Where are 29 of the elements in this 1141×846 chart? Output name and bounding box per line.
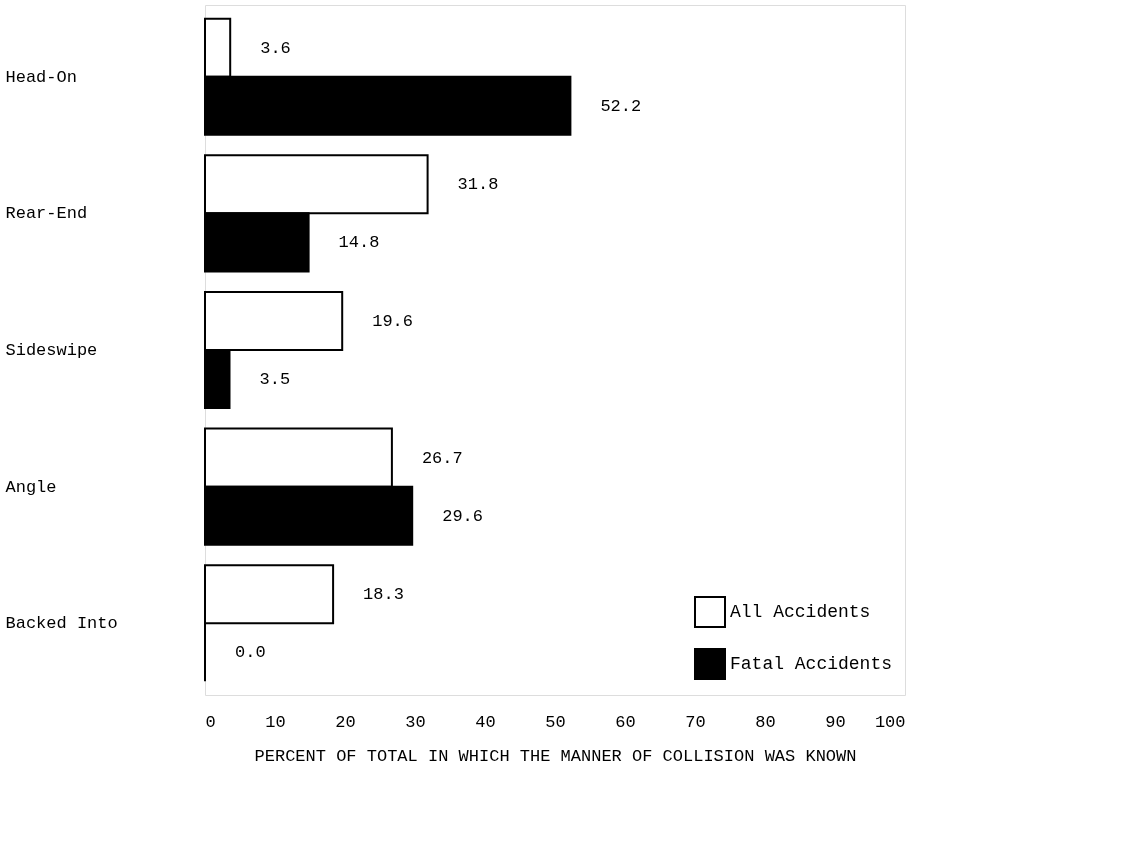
x-tick-label: 50	[545, 712, 566, 732]
data-label: 26.7	[421, 448, 463, 468]
x-tick-label: 10	[265, 712, 286, 732]
x-tick-label: 90	[825, 712, 846, 732]
y-tick-label: Rear-End	[5, 204, 88, 224]
data-label: 19.6	[372, 311, 414, 331]
y-tick-label: Head-On	[5, 67, 77, 87]
x-tick-label: 20	[335, 712, 356, 732]
x-tick-label: 80	[755, 712, 776, 732]
data-label: 0.0	[235, 643, 266, 663]
data-label: 3.6	[260, 38, 291, 58]
y-tick-label: Angle	[5, 477, 57, 497]
x-tick-label: 60	[615, 712, 636, 732]
x-tick-label: 70	[685, 712, 706, 732]
data-label: 52.2	[600, 96, 642, 116]
x-tick-label: 30	[405, 712, 426, 732]
data-label: 14.8	[338, 233, 380, 253]
x-axis-title: PERCENT OF TOTAL IN WHICH THE MANNER OF COLLISION WAS KNOWN	[254, 746, 857, 766]
x-tick-label: 40	[475, 712, 496, 732]
legend-label: Fatal Accidents	[730, 654, 893, 674]
data-label: 3.5	[259, 370, 291, 390]
x-tick-label: 0	[205, 712, 216, 732]
data-label: 31.8	[457, 175, 499, 195]
legend-label: All Accidents	[730, 602, 871, 622]
y-tick-label: Backed Into	[5, 614, 118, 634]
data-label: 18.3	[363, 585, 404, 605]
x-tick-label: 100	[874, 712, 906, 732]
y-tick-label: Sideswipe	[5, 341, 98, 360]
data-label: 29.6	[442, 506, 484, 526]
